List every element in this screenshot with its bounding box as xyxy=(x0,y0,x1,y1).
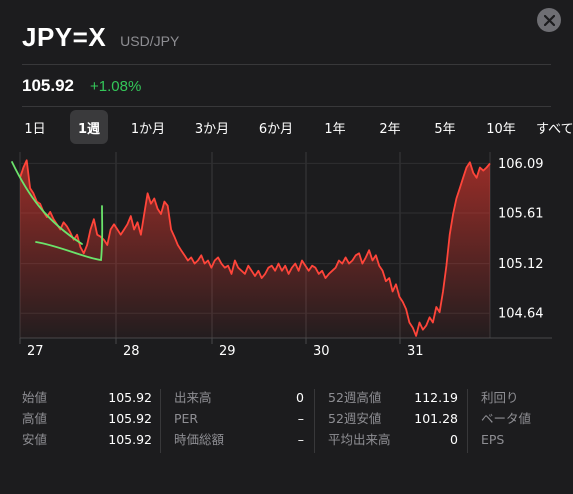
tab-1w[interactable]: 1週 xyxy=(70,110,108,144)
y-tick-label: 106.09 xyxy=(498,157,544,172)
stat-value-volume: 0 xyxy=(296,390,304,405)
stat-value-avg-volume: 0 xyxy=(450,432,458,447)
stat-value-low: 105.92 xyxy=(108,432,152,447)
hand-drawn-annotation xyxy=(11,161,104,262)
stat-value-market-cap: – xyxy=(297,432,304,447)
quote-divider xyxy=(22,106,551,107)
last-price: 105.92 xyxy=(22,76,74,95)
stat-label-eps: EPS xyxy=(481,432,505,447)
stat-label-high: 高値 xyxy=(22,411,48,426)
stat-label-market-cap: 時価総額 xyxy=(174,432,225,447)
y-axis: 106.09 105.61 105.12 104.64 xyxy=(498,157,544,322)
stat-value-per: – xyxy=(297,411,304,426)
tab-2y[interactable]: 2年 xyxy=(379,121,401,137)
stat-value-52w-high: 112.19 xyxy=(414,390,458,405)
stats-table: 始値 105.92 高値 105.92 安値 105.92 出来高 0 PER … xyxy=(22,389,573,459)
stat-label-yield: 利回り xyxy=(481,390,519,405)
stat-value-open: 105.92 xyxy=(108,390,152,405)
symbol-title: JPY=X xyxy=(22,22,107,52)
x-tick-label: 28 xyxy=(123,344,140,359)
stat-label-per: PER xyxy=(174,411,199,426)
x-tick-label: 30 xyxy=(313,344,330,359)
tab-all[interactable]: すべて xyxy=(536,121,573,137)
tab-6m[interactable]: 6か月 xyxy=(258,121,294,137)
range-tabs: 1日 1週 1か月 3か月 6か月 1年 2年 5年 10年 すべて xyxy=(14,110,573,146)
stats-divider xyxy=(467,389,468,453)
stat-label-open: 始値 xyxy=(22,390,48,405)
close-icon xyxy=(543,14,555,26)
header-divider xyxy=(22,64,551,65)
tab-10y[interactable]: 10年 xyxy=(486,121,516,137)
tab-1m[interactable]: 1か月 xyxy=(130,121,166,137)
stat-label-avg-volume: 平均出来高 xyxy=(328,432,391,447)
price-area xyxy=(20,160,490,338)
y-tick-label: 105.61 xyxy=(498,206,544,221)
stat-value-52w-low: 101.28 xyxy=(414,411,458,426)
stat-value-high: 105.92 xyxy=(108,411,152,426)
stat-label-beta: ベータ値 xyxy=(481,411,532,426)
stat-label-52w-high: 52週高値 xyxy=(328,390,382,405)
x-tick-label: 29 xyxy=(219,344,236,359)
x-axis: 27 28 29 30 31 xyxy=(19,338,424,359)
tab-3m[interactable]: 3か月 xyxy=(194,121,230,137)
y-tick-label: 105.12 xyxy=(498,257,544,272)
price-chart[interactable]: 106.09 105.61 105.12 104.64 27 28 29 30 31 xyxy=(0,150,573,365)
stat-label-52w-low: 52週安値 xyxy=(328,411,382,426)
quote-row: 105.92 +1.08% xyxy=(22,76,141,96)
x-tick-label: 27 xyxy=(27,344,44,359)
y-tick-label: 104.64 xyxy=(498,307,544,322)
tab-1y[interactable]: 1年 xyxy=(324,121,346,137)
close-button[interactable] xyxy=(537,8,561,32)
stats-divider xyxy=(314,389,315,453)
stat-label-low: 安値 xyxy=(22,432,48,447)
currency-pair-label: USD/JPY xyxy=(120,33,180,49)
tab-1d[interactable]: 1日 xyxy=(24,121,46,137)
price-change: +1.08% xyxy=(90,78,142,95)
quote-header: JPY=X USD/JPY xyxy=(22,22,179,53)
x-tick-label: 31 xyxy=(407,344,424,359)
tab-5y[interactable]: 5年 xyxy=(434,121,456,137)
price-line xyxy=(19,159,491,337)
stats-divider xyxy=(160,389,161,453)
stat-label-volume: 出来高 xyxy=(174,390,212,405)
